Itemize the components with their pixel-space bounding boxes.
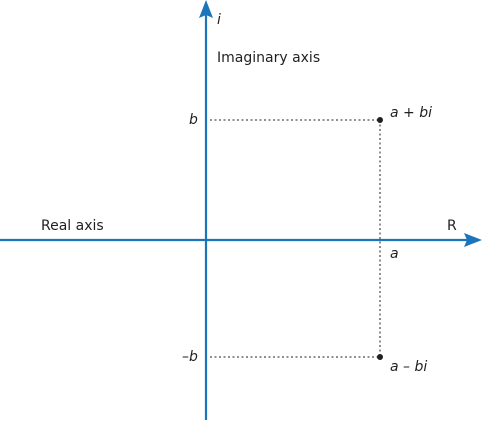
- point-a-minus-bi: [377, 354, 383, 360]
- imaginary-axis-arrowhead: [199, 0, 213, 18]
- tick-label-neg-b: –b: [182, 349, 198, 365]
- imaginary-axis-symbol: i: [217, 12, 221, 28]
- imaginary-axis-label: Imaginary axis: [217, 50, 320, 66]
- point-label-a-plus-bi: a + bi: [390, 105, 432, 121]
- real-axis-arrowhead: [464, 233, 482, 247]
- tick-label-a: a: [390, 246, 399, 262]
- real-axis-symbol: R: [447, 218, 457, 234]
- point-label-a-minus-bi: a – bi: [390, 359, 427, 375]
- real-axis-label: Real axis: [41, 218, 104, 234]
- tick-label-b: b: [189, 112, 198, 128]
- point-a-plus-bi: [377, 117, 383, 123]
